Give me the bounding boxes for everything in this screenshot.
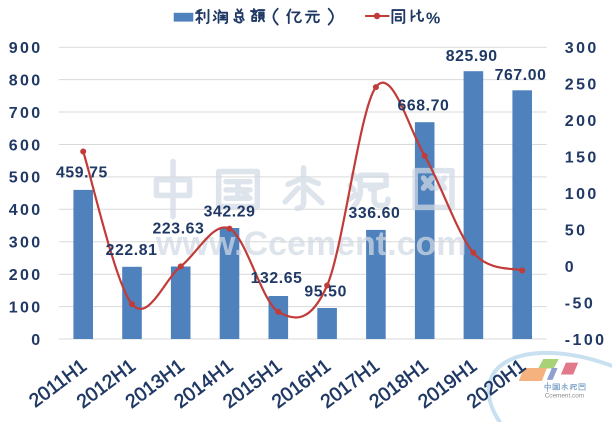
svg-text:223.63: 223.63: [153, 221, 205, 238]
svg-text:132.65: 132.65: [251, 270, 303, 287]
svg-text:767.00: 767.00: [495, 67, 547, 84]
svg-text:200: 200: [565, 113, 599, 130]
svg-text:0: 0: [31, 332, 42, 349]
svg-text:Ccement.com: Ccement.com: [545, 392, 584, 399]
svg-text:300: 300: [565, 40, 599, 57]
svg-text:600: 600: [9, 137, 43, 154]
svg-text:222.81: 222.81: [106, 242, 158, 259]
svg-text:668.70: 668.70: [397, 98, 449, 115]
svg-text:336.60: 336.60: [349, 205, 401, 222]
svg-text:825.90: 825.90: [446, 48, 498, 65]
svg-text:%: %: [426, 10, 440, 27]
svg-text:700: 700: [9, 105, 43, 122]
svg-text:250: 250: [565, 77, 599, 94]
svg-text:342.29: 342.29: [204, 204, 256, 221]
svg-text:0: 0: [565, 259, 576, 276]
svg-text:800: 800: [9, 72, 43, 89]
svg-text:50: 50: [565, 222, 588, 239]
svg-text:100: 100: [9, 299, 43, 316]
svg-text:900: 900: [9, 40, 43, 57]
svg-text:500: 500: [9, 170, 43, 187]
svg-text:150: 150: [565, 149, 599, 166]
svg-text:400: 400: [9, 202, 43, 219]
svg-text:300: 300: [9, 235, 43, 252]
svg-text:-100: -100: [565, 332, 607, 349]
svg-text:100: 100: [565, 186, 599, 203]
svg-text:95.50: 95.50: [304, 284, 347, 301]
svg-text:200: 200: [9, 267, 43, 284]
svg-text:-50: -50: [565, 295, 595, 312]
svg-text:www.Ccement.com: www.Ccement.com: [155, 225, 466, 263]
svg-text:459.75: 459.75: [56, 165, 108, 182]
